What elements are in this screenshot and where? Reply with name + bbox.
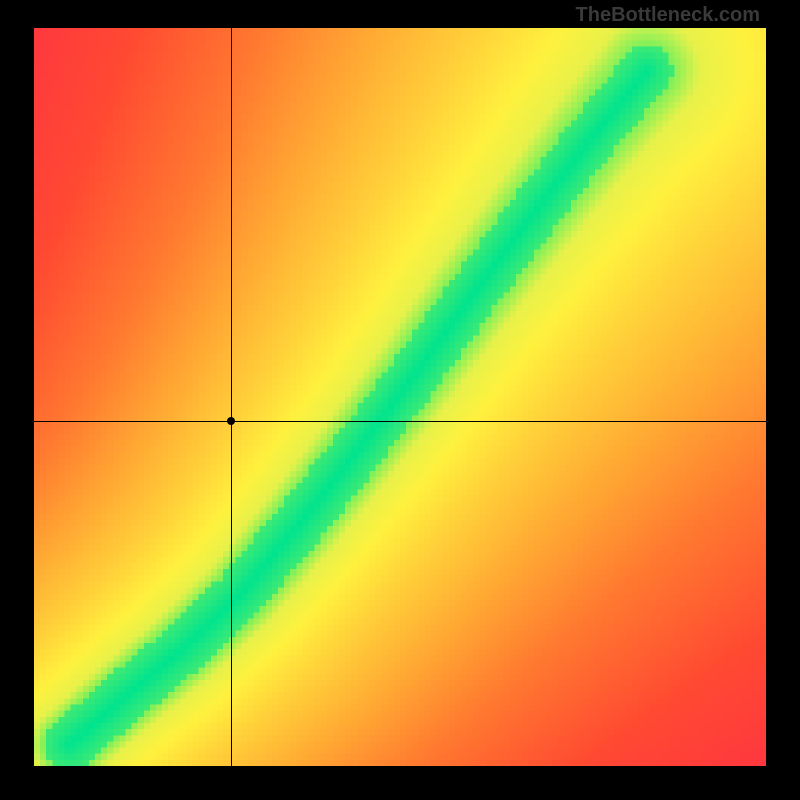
selection-marker-dot	[227, 417, 235, 425]
crosshair-horizontal-line	[34, 421, 766, 422]
heatmap-plot-area	[34, 28, 766, 766]
watermark-text: TheBottleneck.com	[576, 4, 760, 27]
heatmap-canvas	[34, 28, 766, 766]
crosshair-vertical-line	[231, 28, 232, 766]
